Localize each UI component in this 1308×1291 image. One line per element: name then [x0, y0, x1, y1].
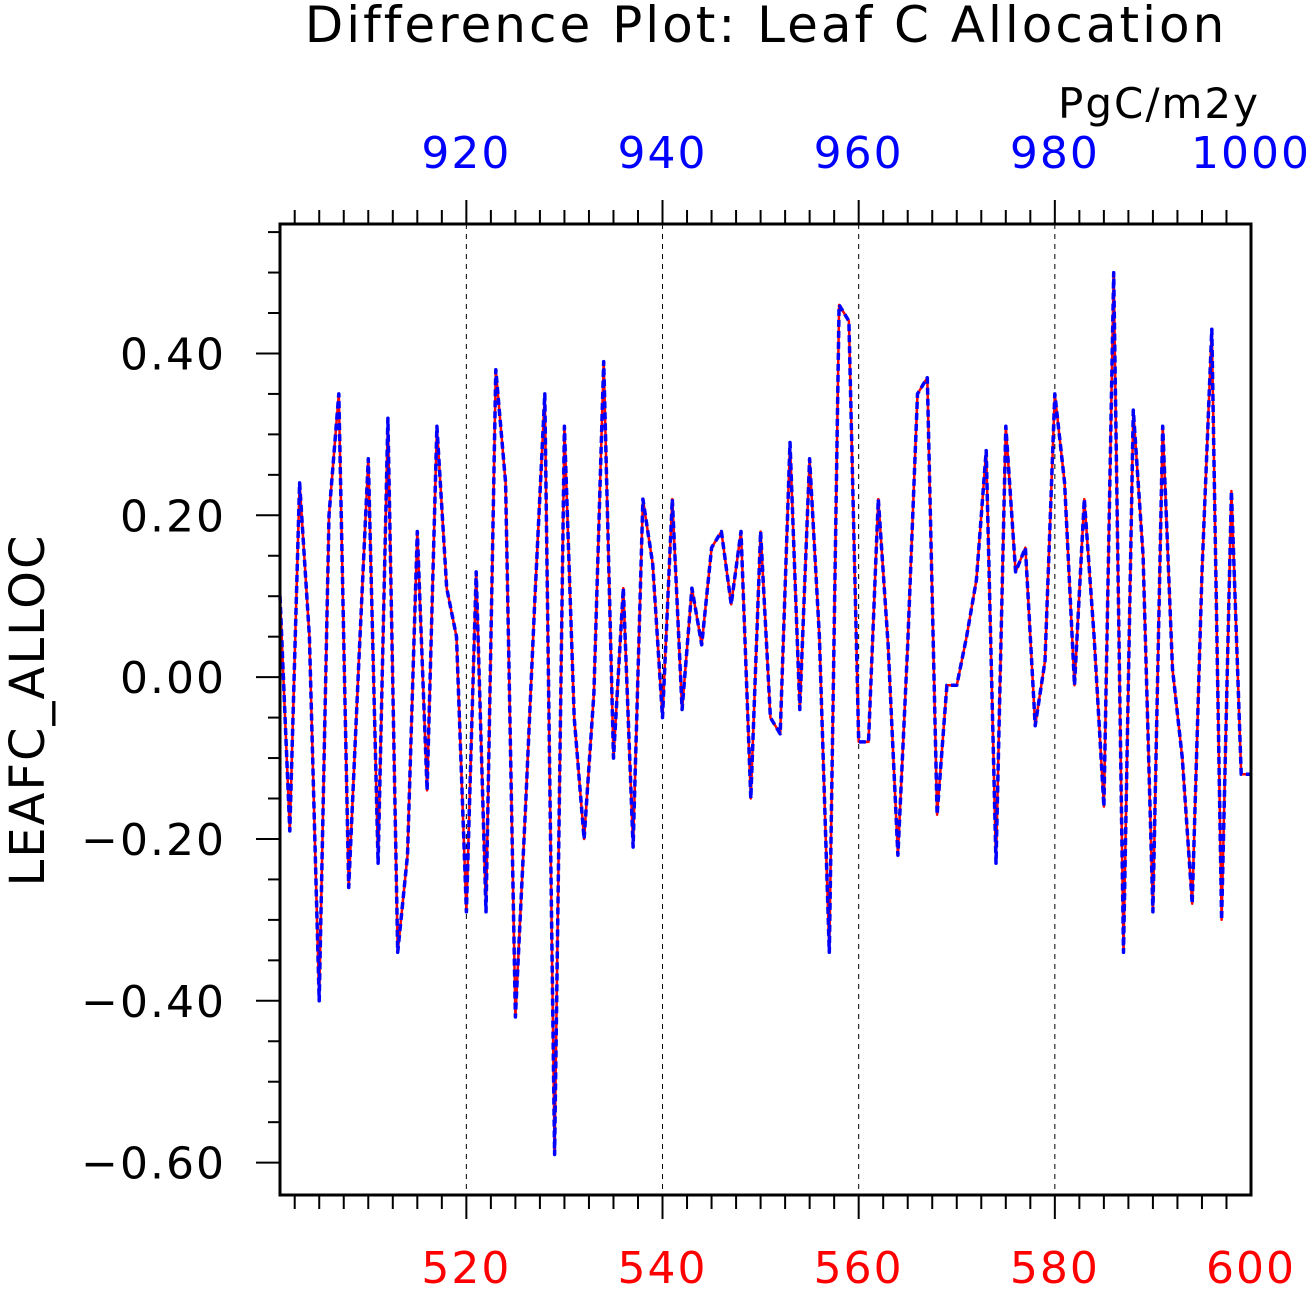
y-axis-label: LEAFC_ALLOC [0, 534, 56, 887]
x-tick-label-bottom: 540 [618, 1243, 708, 1286]
y-tick-label: 0.00 [120, 653, 226, 704]
x-tick-label-bottom: 580 [1010, 1243, 1100, 1286]
y-tick-label: 0.20 [120, 491, 226, 542]
y-tick-label: −0.40 [81, 977, 226, 1028]
x-tick-label-bottom: 600 [1206, 1243, 1296, 1286]
y-tick-label: −0.60 [81, 1139, 226, 1190]
chart-title: Difference Plot: Leaf C Allocation [305, 0, 1228, 54]
grid-lines [465, 224, 1056, 1195]
tick-labels: 520 540 560 580 600 920 940 960 980 1000 −0.60 −0.4… [81, 128, 1308, 1291]
x-tick-label-top: 920 [421, 128, 511, 179]
x-tick-label-top: 940 [618, 128, 708, 179]
series-line-blue-dashed [278, 270, 1251, 1157]
series-lines [278, 270, 1251, 1157]
x-tick-label-top: 960 [814, 128, 904, 179]
x-tick-label-bottom: 520 [421, 1243, 511, 1286]
y-tick-label: 0.40 [120, 329, 226, 380]
units-label: PgC/m2y [1058, 79, 1260, 128]
x-tick-label-top: 1000 [1191, 128, 1308, 179]
x-tick-label-bottom: 560 [814, 1243, 904, 1286]
plot-frame [278, 222, 1253, 1197]
y-tick-label: −0.20 [81, 815, 226, 866]
x-tick-label-top: 980 [1010, 128, 1100, 179]
axis-ticks [256, 200, 1228, 1219]
